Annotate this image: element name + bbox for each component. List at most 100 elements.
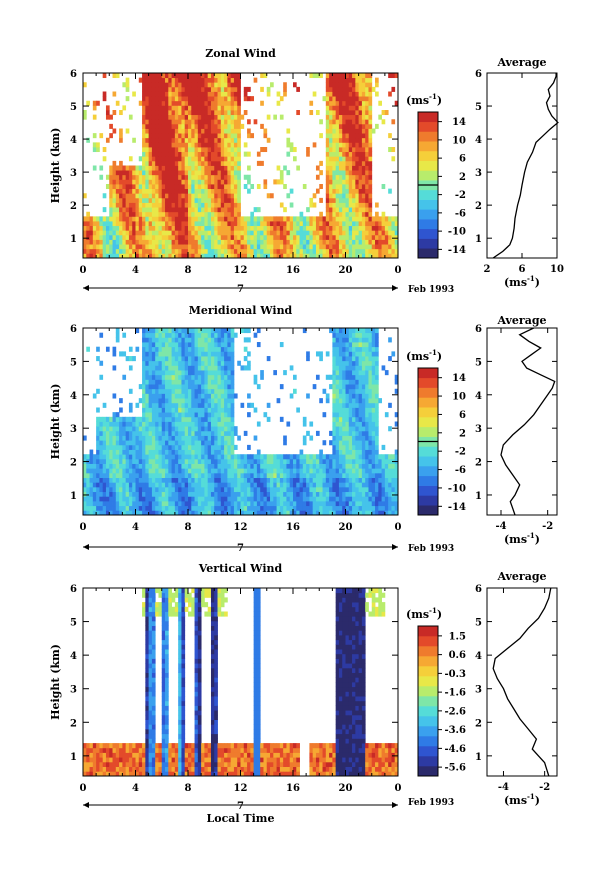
heatmap-cell bbox=[237, 211, 241, 217]
heatmap-cell bbox=[338, 402, 343, 408]
heatmap-cell bbox=[197, 86, 202, 92]
heatmap-cell bbox=[247, 444, 251, 450]
heatmap-cell bbox=[335, 110, 340, 116]
heatmap-cell bbox=[335, 133, 340, 139]
heatmap-cell bbox=[201, 253, 205, 259]
heatmap-cell bbox=[105, 482, 110, 488]
heatmap-cell bbox=[145, 239, 150, 245]
heatmap-cell bbox=[171, 128, 176, 134]
heatmap-cell bbox=[178, 165, 182, 171]
heatmap-cell bbox=[135, 435, 140, 441]
heatmap-cell bbox=[188, 356, 192, 362]
heatmap-cell bbox=[112, 454, 117, 460]
heatmap-cell bbox=[391, 147, 396, 153]
heatmap-cell bbox=[155, 328, 159, 334]
heatmap-cell bbox=[197, 416, 202, 422]
heatmap-cell bbox=[158, 370, 163, 376]
heatmap-cell bbox=[96, 510, 100, 516]
heatmap-cell bbox=[148, 328, 153, 334]
heatmap-cell bbox=[128, 444, 133, 450]
heatmap-cell bbox=[352, 128, 356, 134]
heatmap-cell bbox=[174, 82, 179, 88]
heatmap-cell bbox=[105, 421, 110, 427]
heatmap-cell bbox=[138, 179, 143, 185]
heatmap-cell bbox=[355, 454, 360, 460]
heatmap-cell bbox=[309, 73, 314, 79]
heatmap-cell bbox=[119, 170, 123, 176]
heatmap-cell bbox=[227, 119, 232, 125]
heatmap-cell bbox=[115, 482, 120, 488]
heatmap-cell bbox=[148, 365, 153, 371]
heatmap-cell bbox=[132, 91, 136, 97]
heatmap-cell bbox=[161, 384, 166, 390]
heatmap-cell bbox=[83, 477, 87, 483]
heatmap-cell bbox=[299, 510, 304, 516]
heatmap-cell bbox=[145, 402, 150, 408]
heatmap-cell bbox=[332, 86, 337, 92]
heatmap-cell bbox=[299, 248, 304, 254]
heatmap-cell bbox=[168, 230, 172, 236]
heatmap-cell bbox=[204, 412, 209, 418]
heatmap-cell bbox=[155, 174, 159, 180]
heatmap-cell bbox=[342, 248, 346, 254]
heatmap-cell bbox=[201, 197, 205, 203]
heatmap-cell bbox=[332, 207, 337, 213]
heatmap-cell bbox=[224, 100, 228, 106]
heatmap-cell bbox=[122, 165, 127, 171]
heatmap-cell bbox=[201, 244, 205, 250]
heatmap-cell bbox=[338, 332, 343, 338]
heatmap-cell bbox=[194, 430, 199, 436]
heatmap-cell bbox=[348, 100, 353, 106]
heatmap-cell bbox=[184, 105, 189, 111]
heatmap-cell bbox=[289, 365, 294, 371]
heatmap-cell bbox=[263, 248, 268, 254]
heatmap-cell bbox=[227, 160, 232, 166]
heatmap-cell bbox=[191, 393, 195, 399]
heatmap-cell bbox=[368, 225, 373, 231]
heatmap-cell bbox=[201, 486, 205, 493]
heatmap-cell bbox=[368, 221, 373, 227]
heatmap-cell bbox=[279, 482, 284, 488]
heatmap-cell bbox=[227, 444, 232, 450]
heatmap-cell bbox=[171, 248, 176, 254]
heatmap-cell bbox=[197, 230, 202, 236]
heatmap-cell bbox=[165, 430, 169, 436]
heatmap-cell bbox=[132, 454, 136, 460]
heatmap-cell bbox=[286, 216, 291, 222]
heatmap-cell bbox=[253, 458, 258, 464]
heatmap-cell bbox=[197, 77, 202, 83]
heatmap-cell bbox=[178, 416, 182, 422]
heatmap-cell bbox=[128, 430, 133, 436]
heatmap-cell bbox=[165, 165, 169, 171]
heatmap-cell bbox=[171, 123, 176, 129]
heatmap-cell bbox=[279, 496, 284, 502]
heatmap-cell bbox=[168, 160, 172, 166]
heatmap-cell bbox=[158, 482, 163, 488]
heatmap-cell bbox=[335, 482, 340, 488]
heatmap-cell bbox=[253, 500, 258, 507]
heatmap-cell bbox=[201, 435, 205, 441]
heatmap-cell bbox=[142, 73, 146, 79]
heatmap-cell bbox=[119, 216, 123, 222]
heatmap-cell bbox=[243, 328, 248, 334]
heatmap-cell bbox=[99, 444, 104, 450]
heatmap-cell bbox=[322, 486, 327, 493]
heatmap-cell bbox=[220, 82, 225, 88]
heatmap-cell bbox=[329, 73, 333, 79]
heatmap-cell bbox=[325, 165, 330, 171]
heatmap-cell bbox=[217, 356, 222, 362]
heatmap-cell bbox=[155, 216, 159, 222]
heatmap-cell bbox=[355, 142, 360, 148]
heatmap-cell bbox=[335, 234, 340, 240]
heatmap-cell bbox=[145, 393, 150, 399]
heatmap-cell bbox=[332, 96, 337, 102]
heatmap-cell bbox=[191, 486, 195, 493]
heatmap-cell bbox=[352, 505, 356, 511]
heatmap-cell bbox=[191, 165, 195, 171]
heatmap-cell bbox=[165, 426, 169, 432]
heatmap-cell bbox=[355, 193, 360, 199]
heatmap-cell bbox=[289, 510, 294, 516]
heatmap-cell bbox=[345, 160, 350, 166]
heatmap-cell bbox=[122, 188, 127, 194]
colorbar-segment bbox=[418, 170, 438, 181]
